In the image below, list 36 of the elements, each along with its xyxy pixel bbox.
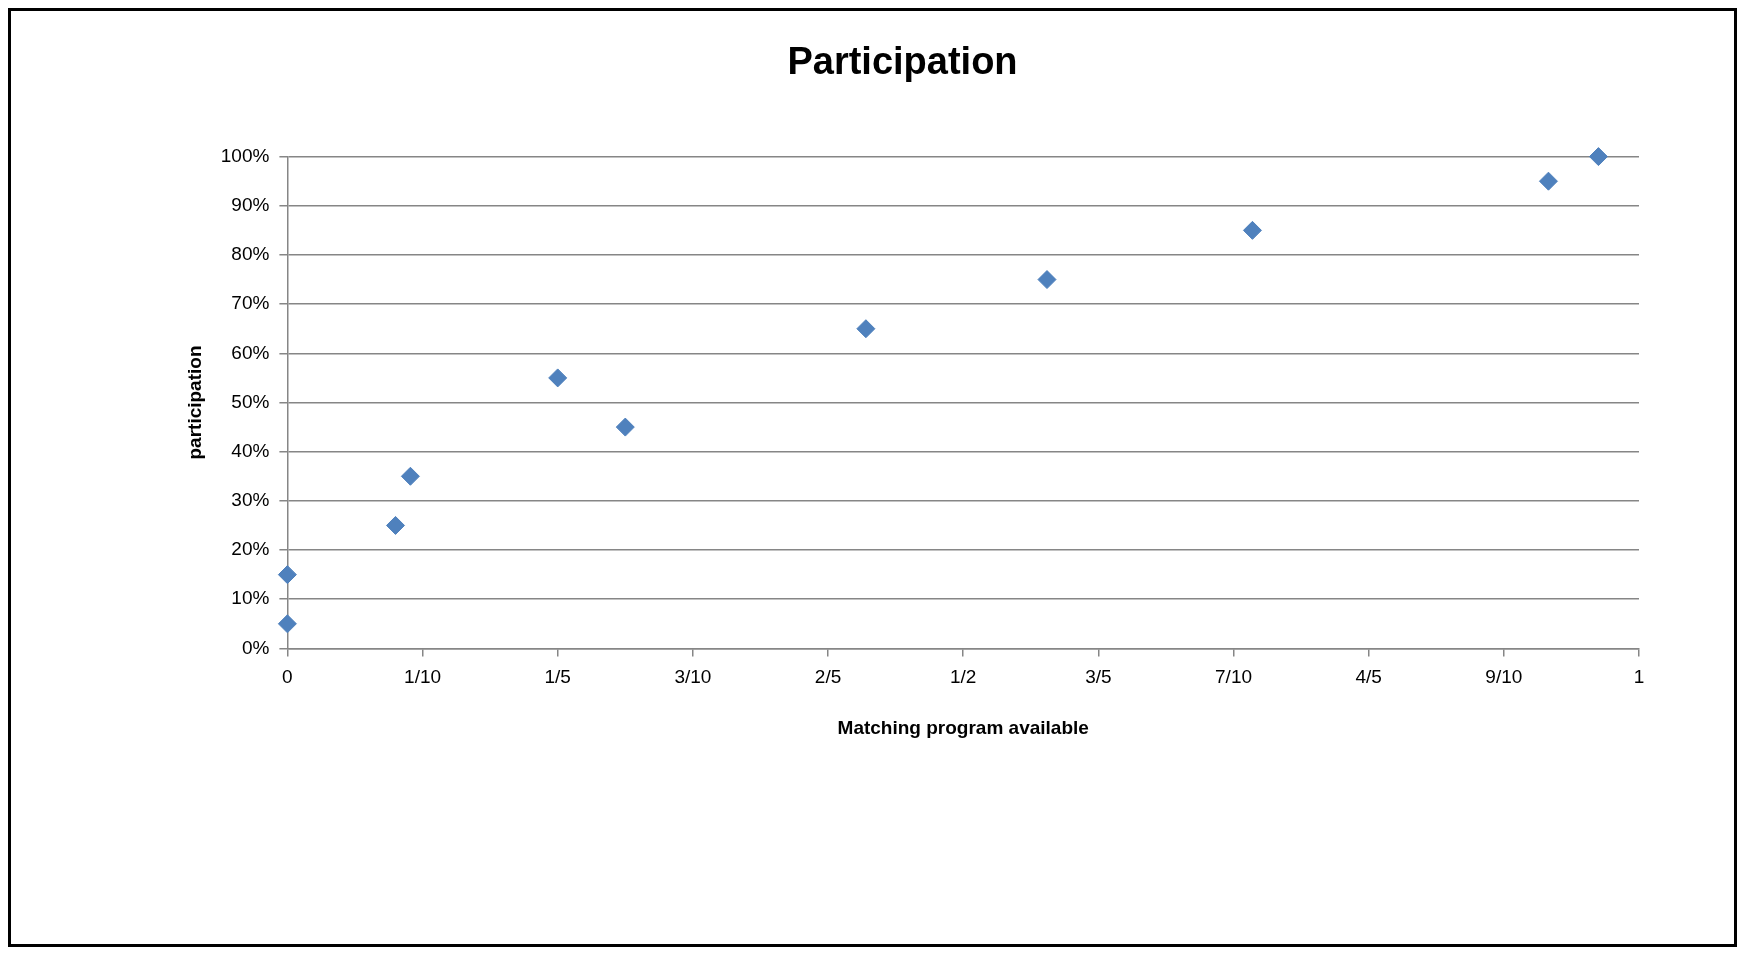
x-tick-label: 2/5 (814, 666, 842, 688)
x-tick-label: 9/10 (1485, 666, 1523, 688)
y-tick-label: 70% (231, 292, 270, 314)
point (615, 417, 635, 437)
point (386, 515, 406, 535)
x-axis-title: Matching program available (837, 716, 1089, 738)
x-tick-label: 4/5 (1355, 666, 1382, 688)
point (277, 565, 297, 585)
point (548, 368, 568, 388)
point (1588, 147, 1608, 167)
y-tick-label: 80% (231, 243, 270, 265)
x-tick-label: 1/5 (544, 666, 571, 688)
point (400, 466, 420, 486)
chart-title: Participation (787, 40, 1018, 83)
y-tick-label: 50% (231, 390, 270, 412)
x-tick-label: 7/10 (1215, 666, 1253, 688)
x-tick-label: 1 (1633, 666, 1645, 688)
point (1242, 220, 1262, 240)
y-tick-label: 30% (231, 489, 270, 511)
x-tick-label: 1/10 (404, 666, 442, 688)
point (1037, 270, 1057, 290)
y-tick-label: 0% (241, 636, 270, 658)
y-tick-label: 10% (231, 587, 270, 609)
y-tick-label: 40% (231, 439, 270, 461)
x-tick-label: 3/5 (1085, 666, 1112, 688)
y-tick-label: 20% (231, 538, 270, 560)
y-axis-title: participation (183, 345, 205, 460)
x-tick-label: 1/2 (949, 666, 977, 688)
point (1538, 171, 1558, 191)
x-tick-label: 3/10 (674, 666, 712, 688)
point (277, 614, 297, 634)
y-tick-label: 90% (231, 194, 270, 216)
point (856, 319, 876, 339)
x-tick-label: 0 (282, 666, 293, 688)
y-tick-label: 60% (231, 341, 270, 363)
y-tick-label: 100% (220, 144, 270, 166)
